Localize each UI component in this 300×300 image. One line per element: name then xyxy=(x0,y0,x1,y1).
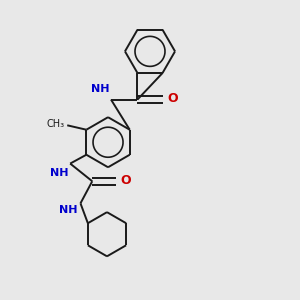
Text: NH: NH xyxy=(59,205,77,215)
Text: O: O xyxy=(167,92,178,105)
Text: NH: NH xyxy=(91,84,110,94)
Text: NH: NH xyxy=(50,168,69,178)
Text: CH₃: CH₃ xyxy=(47,119,65,129)
Text: O: O xyxy=(120,174,131,187)
